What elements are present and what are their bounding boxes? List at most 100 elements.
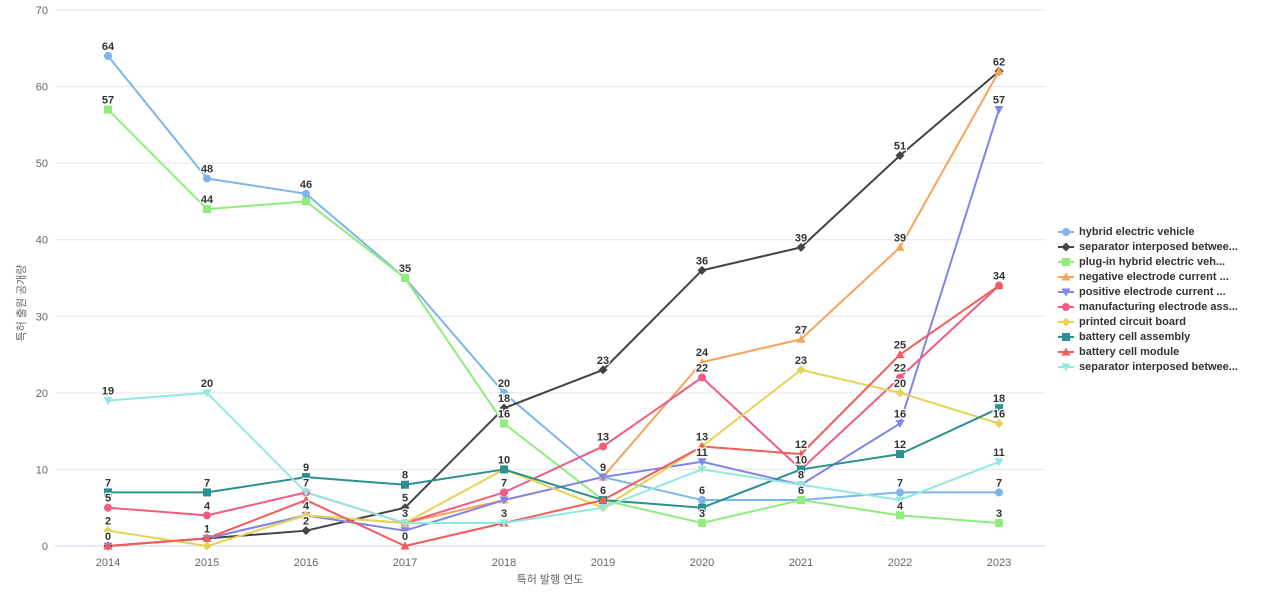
- series-line-9[interactable]: [107, 391, 1000, 525]
- data-point-9-2014[interactable]: [103, 397, 113, 406]
- data-point-7-2015[interactable]: [203, 488, 211, 497]
- data-point-2-2022[interactable]: [896, 511, 904, 520]
- series-line-6[interactable]: [107, 368, 1000, 547]
- data-point-7-2022[interactable]: [896, 450, 904, 459]
- data-point-0-2023[interactable]: [995, 488, 1003, 497]
- legend-symbol[interactable]: [1061, 317, 1071, 326]
- data-point-2-2014[interactable]: [104, 105, 112, 114]
- data-point-2-2020[interactable]: [698, 519, 706, 528]
- data-point-6-2022[interactable]: [895, 388, 905, 398]
- data-point-8-2020[interactable]: [697, 441, 707, 450]
- legend-item-4[interactable]: positive electrode current ...: [1058, 284, 1238, 299]
- data-point-2-2023[interactable]: [995, 519, 1003, 528]
- legend-symbol[interactable]: [1061, 272, 1071, 280]
- data-point-2-2015[interactable]: [203, 205, 211, 214]
- data-point-5-2022[interactable]: [896, 373, 904, 382]
- legend-symbol[interactable]: [1061, 242, 1071, 251]
- data-point-4-2019[interactable]: [598, 473, 608, 482]
- data-point-7-2018[interactable]: [500, 465, 508, 474]
- data-point-1-2022[interactable]: [895, 150, 905, 160]
- data-point-7-2023[interactable]: [995, 404, 1003, 413]
- legend-symbol[interactable]: [1062, 302, 1070, 311]
- legend-item-0[interactable]: hybrid electric vehicle: [1058, 224, 1238, 239]
- legend-symbol[interactable]: [1061, 347, 1071, 355]
- legend-item-3[interactable]: negative electrode current ...: [1058, 269, 1238, 284]
- series-line-7[interactable]: [107, 407, 1000, 509]
- data-point-4-2023[interactable]: [994, 106, 1004, 115]
- data-point-9-2018[interactable]: [499, 519, 509, 528]
- data-point-6-2014[interactable]: [103, 526, 113, 536]
- data-point-9-2020[interactable]: [697, 465, 707, 474]
- data-point-4-2018[interactable]: [499, 496, 509, 505]
- legend-item-9[interactable]: separator interposed betwee...: [1058, 359, 1238, 374]
- legend-item-8[interactable]: battery cell module: [1058, 344, 1238, 359]
- data-point-4-2017[interactable]: [400, 527, 410, 536]
- data-point-0-2015[interactable]: [203, 174, 211, 183]
- data-point-1-2017[interactable]: [400, 503, 410, 513]
- data-point-2-2018[interactable]: [500, 419, 508, 428]
- data-point-4-2022[interactable]: [895, 419, 905, 428]
- series-line-3[interactable]: [107, 70, 1000, 547]
- data-point-5-2018[interactable]: [500, 488, 508, 497]
- data-point-3-2021[interactable]: [796, 334, 806, 343]
- legend-symbol[interactable]: [1062, 227, 1070, 236]
- data-point-9-2021[interactable]: [796, 481, 806, 490]
- data-point-0-2016[interactable]: [302, 189, 310, 198]
- data-point-0-2022[interactable]: [896, 488, 904, 497]
- data-point-9-2016[interactable]: [301, 488, 311, 497]
- data-point-0-2014[interactable]: [104, 51, 112, 60]
- data-point-7-2014[interactable]: [104, 488, 112, 497]
- series-line-2[interactable]: [107, 108, 1000, 525]
- data-point-5-2015[interactable]: [203, 511, 211, 520]
- legend-item-5[interactable]: manufacturing electrode ass...: [1058, 299, 1238, 314]
- data-point-0-2018[interactable]: [500, 388, 508, 397]
- series-line-4[interactable]: [107, 108, 1000, 547]
- series-line-8[interactable]: [107, 284, 1000, 547]
- data-point-8-2019[interactable]: [598, 495, 608, 504]
- data-point-5-2014[interactable]: [104, 503, 112, 512]
- data-point-8-2014[interactable]: [103, 541, 113, 550]
- series-line-1[interactable]: [107, 70, 1000, 547]
- data-point-3-2022[interactable]: [895, 242, 905, 251]
- data-point-3-2020[interactable]: [697, 357, 707, 366]
- data-point-1-2018[interactable]: [499, 403, 509, 413]
- data-point-3-2023[interactable]: [994, 66, 1004, 75]
- legend-item-2[interactable]: plug-in hybrid electric veh...: [1058, 254, 1238, 269]
- data-point-1-2021[interactable]: [796, 242, 806, 252]
- data-point-6-2021[interactable]: [796, 365, 806, 375]
- data-point-1-2016[interactable]: [301, 526, 311, 536]
- data-point-8-2016[interactable]: [301, 495, 311, 504]
- data-point-8-2021[interactable]: [796, 449, 806, 458]
- data-point-6-2023[interactable]: [994, 418, 1004, 428]
- data-point-1-2020[interactable]: [697, 265, 707, 275]
- legend-symbol[interactable]: [1062, 257, 1070, 266]
- data-point-7-2017[interactable]: [401, 480, 409, 489]
- series-line-5[interactable]: [107, 284, 1000, 525]
- data-point-2-2017[interactable]: [401, 274, 409, 282]
- data-point-7-2021[interactable]: [797, 465, 805, 474]
- data-point-2-2021[interactable]: [797, 496, 805, 505]
- data-point-8-2023[interactable]: [994, 281, 1004, 290]
- data-point-2-2016[interactable]: [302, 197, 310, 206]
- data-point-9-2019[interactable]: [598, 504, 608, 513]
- legend-item-6[interactable]: printed circuit board: [1058, 314, 1238, 329]
- data-point-5-2020[interactable]: [698, 373, 706, 382]
- legend-symbol[interactable]: [1061, 363, 1071, 371]
- legend-item-1[interactable]: separator interposed betwee...: [1058, 239, 1238, 254]
- legend-symbol[interactable]: [1061, 288, 1071, 296]
- data-point-7-2016[interactable]: [302, 473, 310, 482]
- data-point-4-2020[interactable]: [697, 458, 707, 467]
- data-point-8-2017[interactable]: [400, 541, 410, 550]
- data-point-7-2020[interactable]: [698, 503, 706, 512]
- data-point-6-2016[interactable]: [301, 510, 311, 520]
- legend-symbol[interactable]: [1062, 332, 1070, 341]
- data-point-8-2022[interactable]: [895, 350, 905, 359]
- series-line-0[interactable]: [107, 54, 1000, 502]
- data-point-6-2015[interactable]: [202, 541, 212, 551]
- data-point-1-2019[interactable]: [598, 365, 608, 375]
- data-point-9-2015[interactable]: [202, 389, 212, 398]
- data-point-5-2019[interactable]: [599, 442, 607, 451]
- data-point-9-2017[interactable]: [400, 519, 410, 528]
- data-point-8-2015[interactable]: [202, 533, 212, 542]
- data-point-0-2020[interactable]: [698, 496, 706, 505]
